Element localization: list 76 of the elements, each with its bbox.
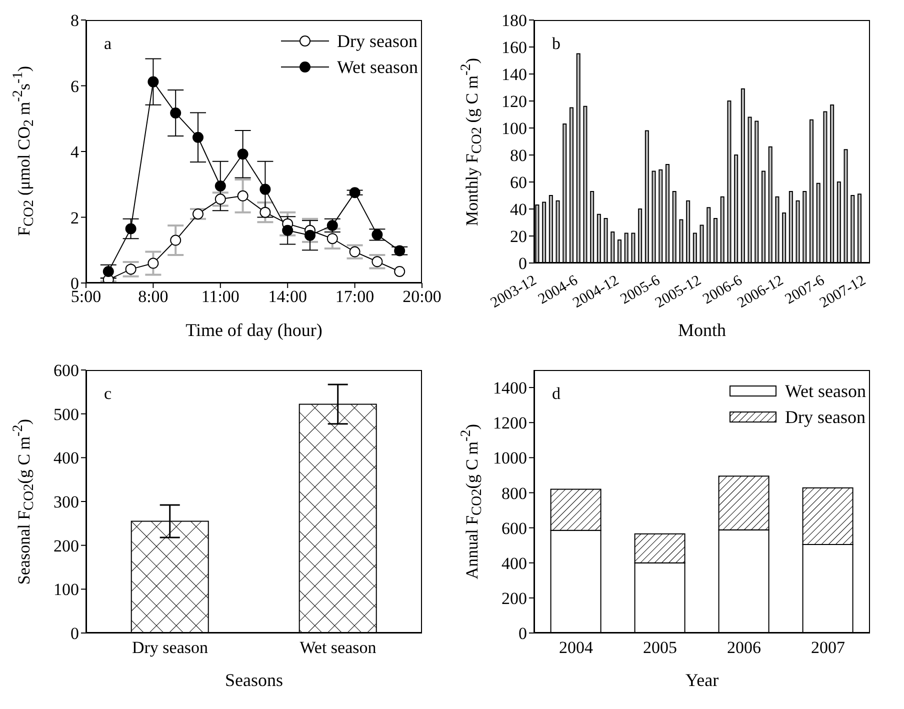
point [170, 234, 182, 246]
point [237, 148, 248, 160]
x-tick-label: 2004 [559, 638, 594, 658]
point [170, 108, 182, 119]
point [372, 256, 383, 268]
legend-label: Wet season [784, 380, 866, 402]
point [326, 220, 338, 231]
point [237, 190, 248, 202]
y-tick-label: 100 [54, 580, 79, 600]
annotation: a [104, 34, 112, 53]
point [214, 194, 226, 205]
point [192, 208, 204, 220]
y-tick-label: 500 [54, 404, 79, 424]
y-tick-label: 120 [502, 92, 527, 112]
x-tick-label: Dry season [132, 638, 208, 658]
y-tick-label: 140 [502, 65, 527, 84]
x-tick-label: 2007 [811, 638, 846, 658]
y-tick-label: 180 [502, 11, 527, 30]
legend-label: Dry season [336, 30, 418, 52]
y-tick-label: 8 [70, 11, 79, 30]
x-axis-title: Month [678, 320, 726, 340]
point [148, 76, 159, 88]
y-tick-label: 1400 [493, 378, 527, 398]
y-tick-label: 0 [70, 624, 79, 644]
point [260, 206, 271, 218]
x-tick-label: 14:00 [268, 287, 307, 306]
y-tick-label: 400 [54, 448, 79, 468]
point [326, 233, 338, 244]
point [214, 180, 226, 192]
y-tick-label: 600 [502, 518, 527, 538]
y-tick-label: 60 [510, 173, 527, 192]
y-tick-label: 0 [518, 254, 527, 274]
y-tick-label: 160 [502, 38, 527, 58]
y-tick-label: 200 [54, 536, 79, 556]
legend-label: Wet season [336, 56, 418, 78]
y-tick-label: 600 [54, 361, 79, 380]
y-tick-label: 300 [54, 492, 79, 512]
x-tick-label: 11:00 [201, 287, 240, 306]
y-tick-label: 800 [502, 484, 527, 503]
point [282, 224, 294, 236]
point [125, 223, 136, 234]
x-tick-label: 2005 [643, 638, 677, 658]
point [349, 187, 360, 198]
point [349, 246, 360, 258]
x-tick-label: Wet season [300, 638, 377, 658]
legend-label: Dry season [784, 406, 866, 428]
y-tick-label: 40 [510, 200, 527, 220]
y-tick-label: 100 [502, 119, 527, 138]
annotation: b [552, 34, 560, 53]
x-axis-title: Year [685, 670, 719, 690]
x-tick-label: 8:00 [138, 287, 168, 306]
y-tick-label: 6 [70, 76, 79, 96]
y-tick-label: 1200 [493, 414, 527, 433]
point [148, 258, 159, 269]
point [304, 230, 316, 241]
point [394, 266, 406, 277]
y-tick-label: 20 [510, 227, 527, 246]
annotation: c [104, 384, 112, 403]
y-tick-label: 2 [70, 208, 79, 228]
x-axis-title: Time of day (hour) [186, 320, 322, 340]
y-tick-label: 4 [70, 142, 80, 162]
point [125, 264, 136, 275]
annotation: d [552, 384, 560, 403]
x-tick-label: 2006 [727, 638, 761, 658]
x-tick-label: 20:00 [402, 287, 442, 306]
y-tick-label: 200 [502, 588, 527, 608]
point [372, 229, 383, 240]
y-tick-label: 400 [502, 554, 527, 573]
x-axis-title: Seasons [225, 670, 283, 690]
point [394, 245, 406, 256]
x-tick-label: 17:00 [335, 287, 374, 306]
point [260, 184, 271, 195]
point [192, 132, 204, 143]
y-tick-label: 0 [518, 624, 527, 644]
y-tick-label: 1000 [493, 448, 527, 468]
y-tick-label: 80 [510, 146, 527, 166]
